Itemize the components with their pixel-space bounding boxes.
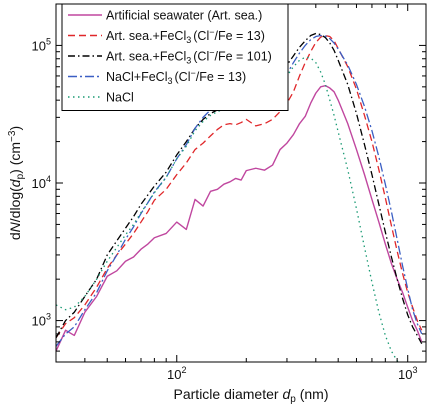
legend-label: Art. sea.+FeCl3 (Cl−/Fe = 101) xyxy=(106,48,272,66)
y-tick-label: 105 xyxy=(32,36,51,53)
legend-label: Art. sea.+FeCl3 (Cl−/Fe = 13) xyxy=(106,27,265,45)
y-axis-title: dN/dlog(dp) (cm−3) xyxy=(7,126,26,240)
legend-box xyxy=(61,3,289,111)
x-tick-label: 102 xyxy=(167,365,186,382)
x-tick-label: 103 xyxy=(398,365,417,382)
legend: Artificial seawater (Art. sea.) Art. sea.… xyxy=(61,3,289,111)
y-tick-label: 103 xyxy=(32,312,51,329)
legend-label: Artificial seawater (Art. sea.) xyxy=(106,9,262,23)
legend-label: NaCl xyxy=(106,91,134,105)
legend-label: NaCl+FeCl3 (Cl−/Fe = 13) xyxy=(106,68,246,86)
series-line-2 xyxy=(56,34,423,339)
labels-layer: 102 103 103 104 105 xyxy=(32,36,418,382)
series-line-1 xyxy=(56,84,423,352)
x-axis-title: Particle diameter dp (nm) xyxy=(174,386,329,405)
y-tick-label: 104 xyxy=(32,174,51,191)
